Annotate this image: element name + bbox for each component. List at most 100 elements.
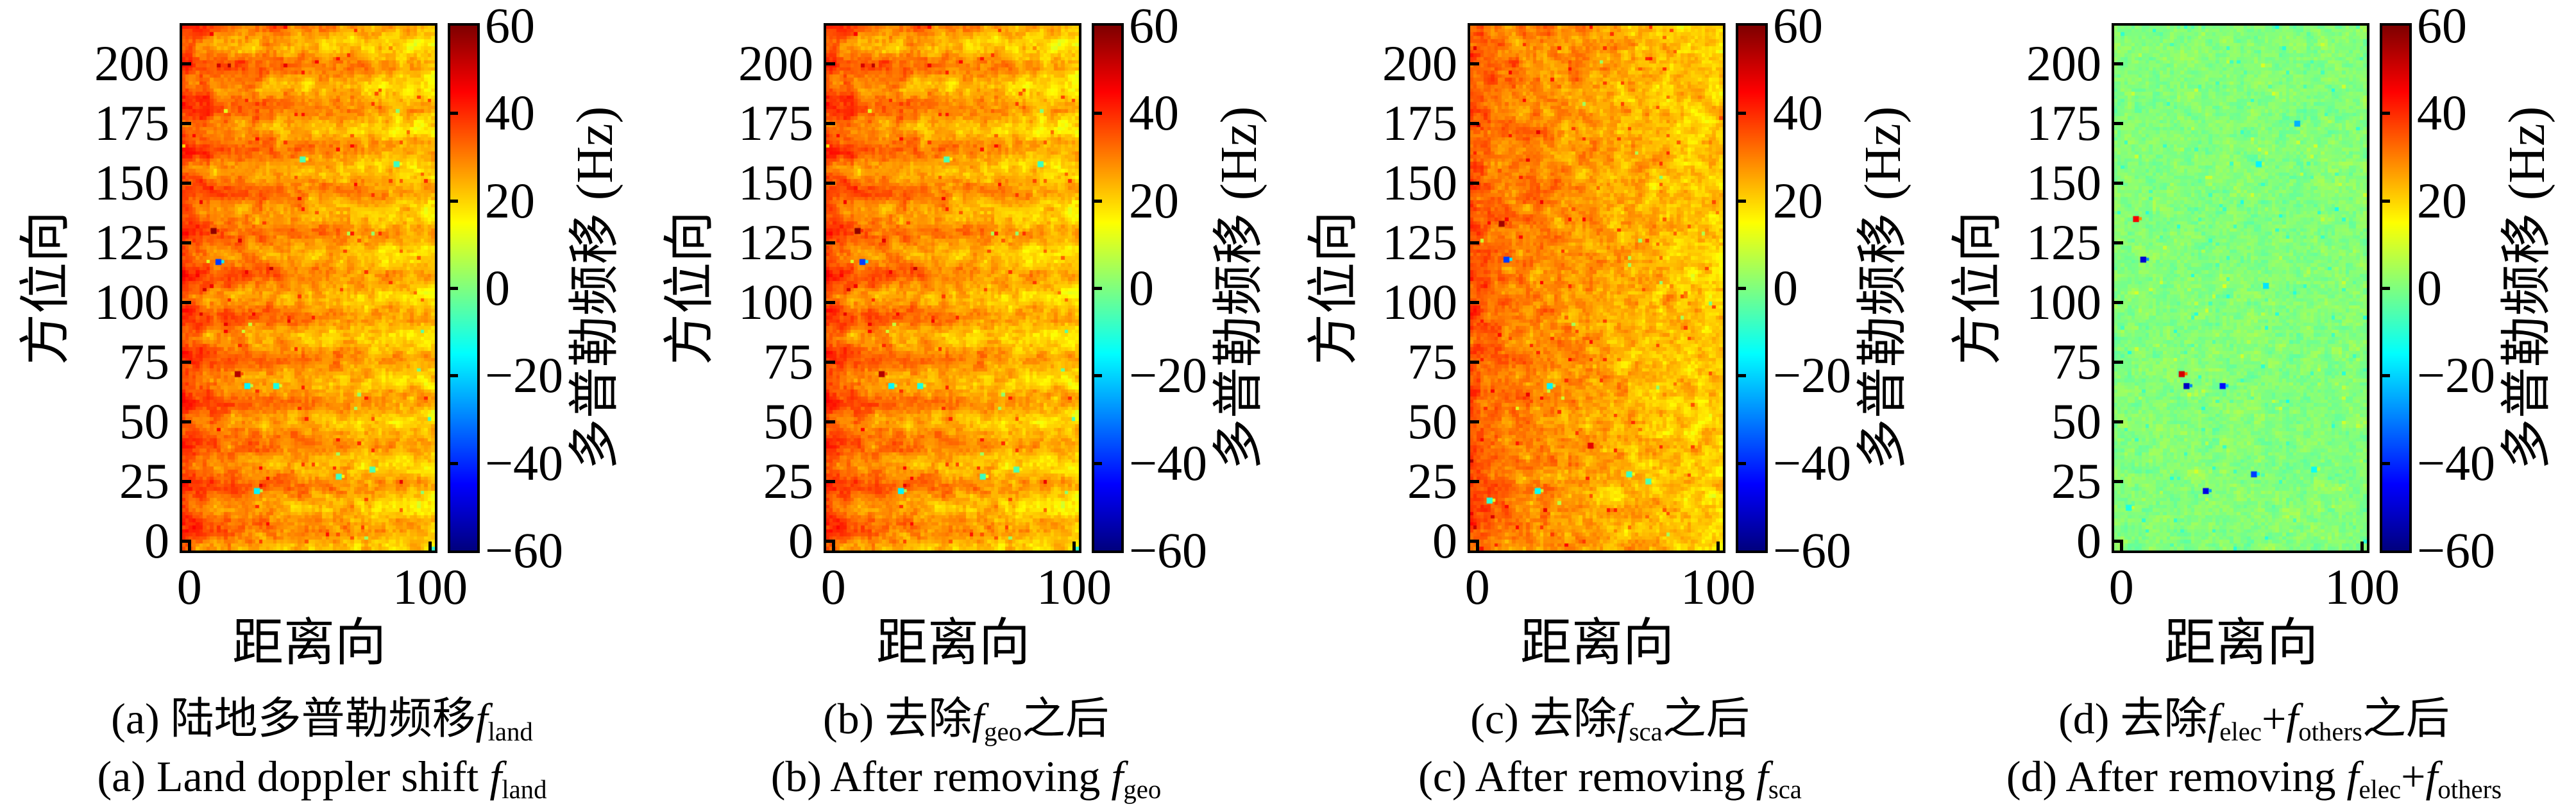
y-tick-label: 50 bbox=[2051, 393, 2101, 450]
y-tick-mark bbox=[2114, 122, 2123, 126]
y-tick-label: 150 bbox=[94, 155, 169, 211]
caption-text: (a) 陆地多普勒频移 bbox=[111, 694, 476, 743]
caption-text: 之后 bbox=[2362, 694, 2450, 743]
caption-subscript: land bbox=[502, 775, 547, 805]
y-tick-mark bbox=[2114, 241, 2123, 245]
colorbar-tick-label: −20 bbox=[2417, 347, 2495, 404]
colorbar-tick-label: 20 bbox=[1129, 172, 1179, 228]
heatmap-canvas bbox=[1470, 26, 1723, 551]
y-tick-mark bbox=[2114, 480, 2123, 484]
heatmap-plot-area bbox=[180, 23, 437, 553]
colorbar-tick-label: 0 bbox=[2417, 260, 2442, 316]
x-tick-mark bbox=[2120, 542, 2124, 551]
colorbar-tick-mark bbox=[1094, 461, 1102, 465]
heatmap-canvas bbox=[2114, 26, 2367, 551]
caption-subscript: geo bbox=[984, 717, 1022, 747]
caption-text: 之后 bbox=[1662, 694, 1750, 743]
y-tick-label: 125 bbox=[94, 214, 169, 271]
x-tick-mark bbox=[1716, 542, 1720, 551]
y-tick-label: 75 bbox=[2051, 334, 2101, 390]
colorbar-tick-label: 40 bbox=[1129, 85, 1179, 141]
caption-english: (a) Land doppler shift fland bbox=[0, 747, 644, 806]
colorbar-tick-mark bbox=[450, 199, 458, 203]
y-tick-mark bbox=[182, 62, 191, 66]
y-tick-label: 50 bbox=[763, 393, 813, 450]
colorbar-tick-label: 20 bbox=[2417, 172, 2467, 228]
x-tick-mark bbox=[832, 542, 836, 551]
caption-text: + bbox=[2401, 752, 2426, 801]
heatmap-panel-d: 方位向 距离向 多普勒频移 (Hz) (d) 去除felec+fothers之后… bbox=[1932, 0, 2576, 811]
y-tick-mark bbox=[826, 122, 835, 126]
colorbar-tick-mark bbox=[2382, 287, 2390, 290]
colorbar bbox=[1092, 23, 1124, 553]
caption-text: (d) After removing bbox=[2006, 752, 2347, 801]
caption-text: (d) 去除 bbox=[2058, 694, 2208, 743]
colorbar-tick-mark bbox=[1094, 287, 1102, 290]
caption-subscript: sca bbox=[1629, 717, 1663, 747]
colorbar-tick-label: −40 bbox=[1773, 434, 1851, 491]
y-tick-mark bbox=[826, 420, 835, 424]
y-tick-label: 100 bbox=[94, 274, 169, 330]
y-tick-label: 25 bbox=[119, 453, 169, 509]
y-tick-mark bbox=[826, 301, 835, 305]
colorbar-tick-label: 60 bbox=[2417, 0, 2467, 53]
caption-text: (b) After removing bbox=[770, 752, 1112, 801]
y-tick-label: 175 bbox=[94, 95, 169, 151]
y-tick-label: 0 bbox=[788, 513, 813, 569]
y-tick-mark bbox=[182, 182, 191, 185]
colorbar-tick-mark bbox=[2382, 112, 2390, 115]
y-tick-mark bbox=[1470, 182, 1479, 185]
colorbar-tick-label: −20 bbox=[1773, 347, 1851, 404]
y-tick-mark bbox=[1470, 480, 1479, 484]
y-tick-label: 125 bbox=[2026, 214, 2101, 271]
heatmap-plot-area bbox=[824, 23, 1081, 553]
y-tick-label: 125 bbox=[738, 214, 813, 271]
colorbar-tick-label: 60 bbox=[485, 0, 535, 53]
y-tick-mark bbox=[182, 122, 191, 126]
colorbar-tick-label: 20 bbox=[485, 172, 535, 228]
colorbar-tick-label: −40 bbox=[485, 434, 563, 491]
y-tick-mark bbox=[1470, 62, 1479, 66]
caption-text: 之后 bbox=[1022, 694, 1110, 743]
caption-symbol-f: f bbox=[972, 694, 985, 743]
colorbar bbox=[448, 23, 480, 553]
y-tick-label: 50 bbox=[119, 393, 169, 450]
y-tick-label: 100 bbox=[2026, 274, 2101, 330]
y-tick-label: 0 bbox=[2076, 513, 2101, 569]
y-tick-mark bbox=[2114, 62, 2123, 66]
y-tick-label: 100 bbox=[1382, 274, 1457, 330]
caption-text: (c) 去除 bbox=[1470, 694, 1617, 743]
x-tick-label: 100 bbox=[2324, 559, 2400, 615]
y-tick-label: 0 bbox=[144, 513, 169, 569]
colorbar-tick-mark bbox=[1738, 461, 1746, 465]
heatmap-panel-c: 方位向 距离向 多普勒频移 (Hz) (c) 去除fsca之后 (c) Afte… bbox=[1288, 0, 1932, 811]
caption-subscript: sca bbox=[1768, 775, 1802, 805]
y-tick-label: 75 bbox=[1407, 334, 1457, 390]
colorbar-tick-mark bbox=[1094, 374, 1102, 378]
caption-symbol-f: f bbox=[489, 752, 502, 801]
caption-symbol-f: f bbox=[2425, 752, 2438, 801]
colorbar-tick-mark bbox=[1094, 199, 1102, 203]
colorbar-tick-mark bbox=[1738, 199, 1746, 203]
caption-text: (a) Land doppler shift bbox=[97, 752, 490, 801]
x-tick-label: 0 bbox=[176, 559, 202, 615]
colorbar-tick-label: −20 bbox=[1129, 347, 1207, 404]
x-tick-label: 0 bbox=[2108, 559, 2134, 615]
colorbar-tick-label: −60 bbox=[1129, 522, 1207, 578]
caption-symbol-f: f bbox=[2346, 752, 2359, 801]
heatmap-panel-b: 方位向 距离向 多普勒频移 (Hz) (b) 去除fgeo之后 (b) Afte… bbox=[644, 0, 1288, 811]
colorbar-tick-label: 40 bbox=[2417, 85, 2467, 141]
colorbar-tick-mark bbox=[1738, 287, 1746, 290]
caption-symbol-f: f bbox=[475, 694, 488, 743]
x-axis-label: 距离向 bbox=[876, 615, 1030, 672]
y-tick-label: 25 bbox=[763, 453, 813, 509]
caption-chinese: (a) 陆地多普勒频移fland bbox=[0, 689, 644, 748]
heatmap-canvas bbox=[826, 26, 1079, 551]
caption-subscript: others bbox=[2437, 775, 2502, 805]
colorbar-tick-label: −60 bbox=[485, 522, 563, 578]
caption-symbol-f: f bbox=[1756, 752, 1768, 801]
x-tick-label: 100 bbox=[1036, 559, 1112, 615]
y-tick-label: 175 bbox=[1382, 95, 1457, 151]
y-tick-mark bbox=[182, 480, 191, 484]
y-tick-mark bbox=[826, 361, 835, 364]
